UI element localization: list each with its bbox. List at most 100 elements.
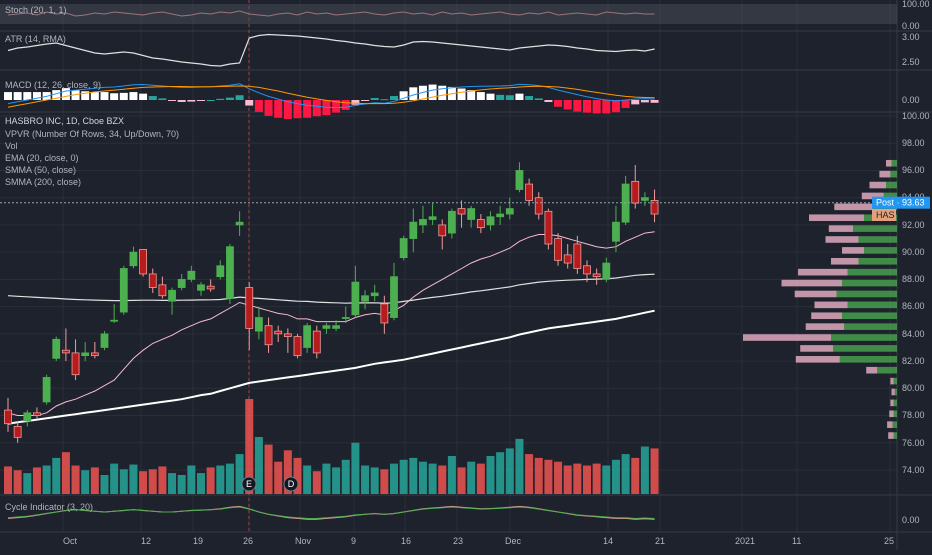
candle-body <box>496 213 505 218</box>
candle-body <box>245 287 254 329</box>
x-tick-11: 11 <box>792 536 801 546</box>
macd-line <box>7 83 655 109</box>
vpvr-up-bar <box>853 225 897 232</box>
cycle-pane[interactable]: Cycle Indicator (3, 20) 0.00 <box>5 502 920 525</box>
candle-body <box>312 330 321 354</box>
candle-body <box>573 243 582 269</box>
volume-bar <box>71 465 80 494</box>
macd-histogram-bar <box>216 98 225 100</box>
x-tick-nov: Nov <box>295 536 312 546</box>
vpvr-down-bar <box>887 421 893 428</box>
volume-bar <box>380 469 389 494</box>
vpvr-down-bar <box>866 366 878 374</box>
candle-body <box>370 292 379 297</box>
volume-bar <box>428 463 437 494</box>
volume-bar <box>515 438 524 494</box>
candle-body <box>264 325 273 346</box>
volume-bar <box>409 457 418 494</box>
cycle-signal-line <box>7 506 655 520</box>
volume-bar <box>631 457 640 494</box>
vpvr-down-bar <box>861 192 884 200</box>
candle-body <box>419 219 427 226</box>
macd-histogram-bar <box>631 100 640 105</box>
macd-histogram-bar <box>90 92 99 100</box>
macd-histogram-bar <box>457 88 466 100</box>
candle-body <box>361 295 369 302</box>
price-tick-80: 80.00 <box>902 383 925 393</box>
candle-body <box>380 303 389 324</box>
atr-pane[interactable]: ATR (14, RMA) 3.00 2.50 <box>5 32 920 67</box>
price-tick-98: 98.00 <box>902 138 925 148</box>
candle-body <box>438 224 447 237</box>
candle-body <box>592 273 601 278</box>
macd-histogram-bar <box>380 99 389 101</box>
price-pane[interactable]: HASBRO INC, 1D, Cboe BZX VPVR (Number Of… <box>5 116 179 187</box>
vpvr-up-bar <box>864 247 897 254</box>
price-tick-90: 90.00 <box>902 247 925 257</box>
volume-bars <box>4 399 659 494</box>
volume-bar <box>216 465 225 494</box>
dividend-event-marker[interactable] <box>283 476 299 492</box>
candle-body <box>62 349 70 354</box>
macd-histogram-bar <box>303 100 312 118</box>
indicator-vol-label: Vol <box>5 141 18 151</box>
candle-body <box>119 268 128 313</box>
candle-body <box>235 221 244 226</box>
price-tick-84: 84.00 <box>902 329 925 339</box>
candle-body <box>129 251 138 267</box>
candle-body <box>602 262 611 280</box>
vpvr-up-bar <box>844 323 897 330</box>
indicator-smma200-label: SMMA (200, close) <box>5 177 81 187</box>
macd-histogram-bar <box>119 92 128 100</box>
candle-body <box>525 183 533 201</box>
vpvr-down-bar <box>825 236 859 243</box>
volume-bar <box>399 459 408 494</box>
candle-body <box>33 412 41 416</box>
volume-bar <box>23 473 32 494</box>
volume-bar <box>496 452 505 494</box>
macd-tick-0: 0.00 <box>902 95 920 105</box>
candle-body <box>341 317 350 319</box>
vpvr-up-bar <box>893 432 897 439</box>
vpvr-up-bar <box>886 181 897 189</box>
macd-histogram-bar <box>148 96 157 100</box>
vpvr-up-bar <box>891 159 897 167</box>
event-markers[interactable]: E D <box>241 476 299 492</box>
volume-bar <box>274 461 283 494</box>
candle-body <box>81 352 90 357</box>
macd-histogram-bar <box>52 90 61 100</box>
earnings-event-marker[interactable] <box>241 476 257 492</box>
vpvr-down-bar <box>811 312 842 320</box>
candle-body <box>216 265 225 278</box>
macd-histogram-bar <box>476 92 485 100</box>
macd-histogram-bar <box>312 100 321 117</box>
stoch-pane[interactable]: Stoch (20, 1, 1) 100.00 0.00 <box>0 0 930 31</box>
macd-pane[interactable]: MACD (12, 26, close, 9) 0.00 <box>5 80 920 105</box>
vpvr-down-bar <box>743 334 831 341</box>
vpvr-down-bar <box>879 170 891 178</box>
macd-histogram-bar <box>390 96 398 100</box>
candle-body <box>322 325 331 329</box>
macd-histogram-bar <box>332 100 341 113</box>
vpvr-down-bar <box>795 356 840 363</box>
volume-bar <box>640 446 649 494</box>
vpvr-up-bar <box>842 279 897 287</box>
macd-histogram-bar <box>583 100 591 113</box>
x-tick-23: 23 <box>453 536 463 546</box>
candle-body <box>71 352 80 376</box>
macd-histogram-bar <box>158 98 167 100</box>
time-axis[interactable]: Oct 12 19 26 Nov 9 16 23 Dec 14 21 2021 … <box>63 536 894 546</box>
candle-body <box>226 246 234 299</box>
macd-histogram-bar <box>254 100 263 112</box>
cycle-label: Cycle Indicator (3, 20) <box>5 502 93 512</box>
x-tick-oct: Oct <box>63 536 78 546</box>
candle-body <box>428 216 437 220</box>
candle-body <box>554 238 562 261</box>
candle-body <box>42 377 51 403</box>
vpvr-down-bar <box>828 225 853 232</box>
volume-bar <box>592 463 601 494</box>
vpvr-up-bar <box>893 399 897 407</box>
candle-body <box>447 210 456 234</box>
